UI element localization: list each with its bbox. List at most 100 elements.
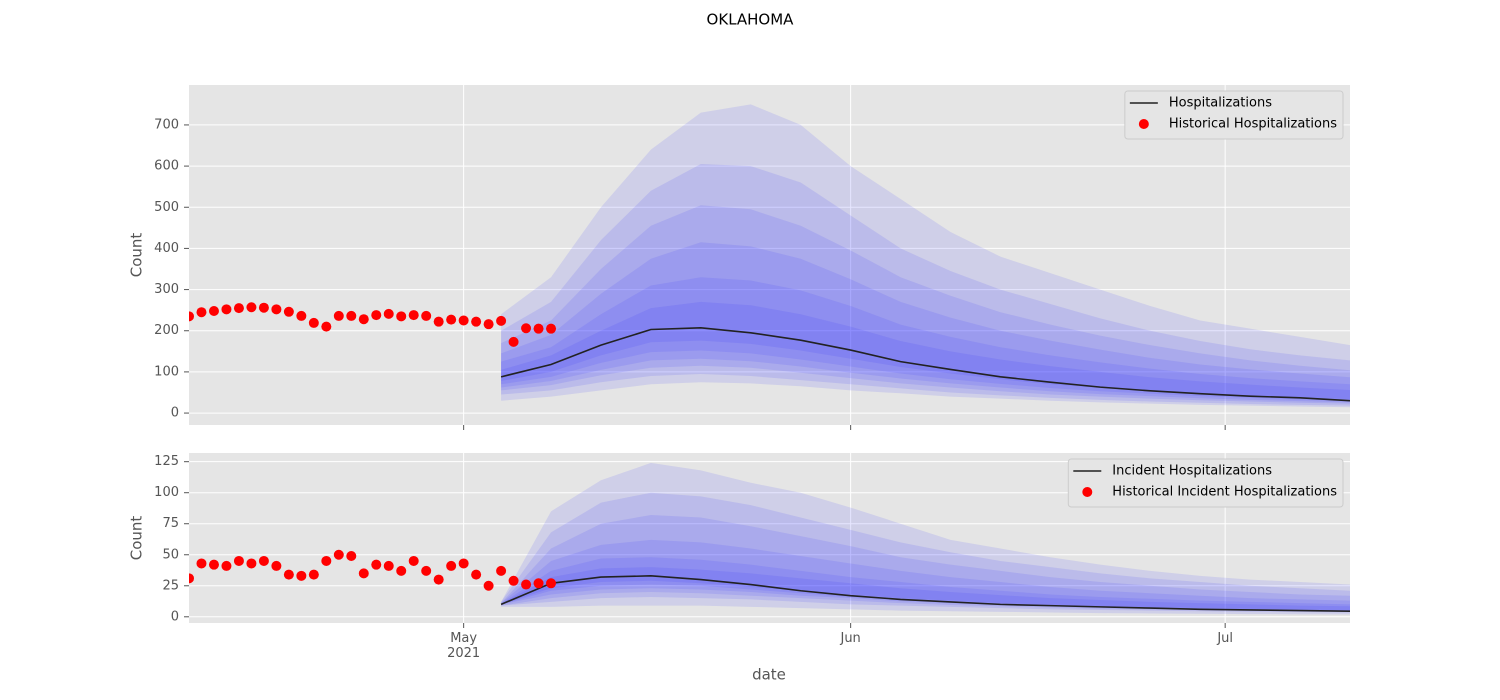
data-point [346,550,357,561]
data-point [271,304,282,315]
data-point [258,302,269,313]
data-point [308,569,319,580]
legend-label: Incident Hospitalizations [1112,464,1272,479]
x-tick-label: Jun [840,631,861,646]
y-tick-label: 100 [154,485,179,500]
data-point [521,323,532,334]
data-point [433,574,444,585]
data-point [421,565,432,576]
data-point [296,310,307,321]
quantile-band [501,462,1350,615]
data-point [508,336,519,347]
y-tick-label: 500 [154,200,179,215]
plot-layer [189,462,1350,615]
data-point [246,558,257,569]
data-point [408,310,419,321]
y-tick-label: 100 [154,364,179,379]
data-point [458,315,469,326]
data-point [358,314,369,325]
data-point [283,569,294,580]
data-point [483,580,494,591]
data-point [189,311,194,322]
legend-label: Hospitalizations [1169,96,1272,111]
y-tick-label: 25 [162,578,179,593]
legend: Hospitalizations Historical Hospitalizati… [1124,90,1344,140]
y-tick-label: 0 [171,609,179,624]
y-tick-label: 700 [154,117,179,132]
data-point [446,560,457,571]
data-point [396,565,407,576]
y-tick-label: 75 [162,516,179,531]
data-point [546,578,557,589]
legend-swatch [1082,487,1093,497]
legend-swatch [1138,119,1149,129]
y-tick-label: 400 [154,241,179,256]
data-point [383,560,394,571]
data-point [546,323,557,334]
quantile-band [501,164,1350,406]
data-point [408,555,419,566]
y-axis-label: Count [128,233,146,278]
median-line [500,575,1350,613]
legend-box [1124,90,1344,140]
quantile-band [501,242,1350,403]
data-point [371,559,382,570]
y-tick-label: 600 [154,159,179,174]
x-tick-label: Jul [1217,631,1233,646]
data-point [296,570,307,581]
data-point [371,310,382,321]
data-point [246,302,257,313]
data-point [496,315,507,326]
data-point [196,558,207,569]
data-point [508,575,519,586]
data-point [258,555,269,566]
legend: Incident Hospitalizations Historical Inci… [1067,458,1344,508]
y-tick-label: 200 [154,323,179,338]
data-point [421,310,432,321]
quantile-band [501,277,1350,401]
data-point [458,558,469,569]
data-point [208,559,219,570]
y-tick-label: 0 [171,406,179,421]
plot-layer [189,104,1350,408]
x-tick-label: May 2021 [447,631,481,661]
data-point [221,304,232,315]
y-tick-label: 125 [154,454,179,469]
data-point [483,319,494,330]
data-point [358,568,369,579]
data-point [346,310,357,321]
data-point [321,321,332,332]
data-point [521,579,532,590]
y-axis-label: Count [128,516,146,561]
data-point [271,560,282,571]
data-point [446,314,457,325]
data-point [208,305,219,316]
data-point [433,316,444,327]
data-point [471,569,482,580]
data-point [533,578,544,589]
data-point [233,303,244,314]
x-axis-label: date [752,666,786,684]
quantile-band [501,104,1350,408]
data-point [189,573,194,584]
data-point [233,555,244,566]
data-point [496,565,507,576]
quantile-band [501,557,1350,611]
quantile-band [501,515,1350,612]
legend-label: Historical Hospitalizations [1169,117,1337,132]
y-tick-label: 50 [162,547,179,562]
data-point [196,307,207,318]
chart-title: OKLAHOMA [707,11,795,29]
quantile-band [501,301,1350,400]
quantile-band [501,205,1350,404]
data-point [383,308,394,319]
data-point [471,316,482,327]
data-point [308,317,319,328]
data-point [396,311,407,322]
data-point [533,323,544,334]
data-point [333,310,344,321]
plot-area [189,85,1350,425]
data-point [283,306,294,317]
data-point [321,555,332,566]
